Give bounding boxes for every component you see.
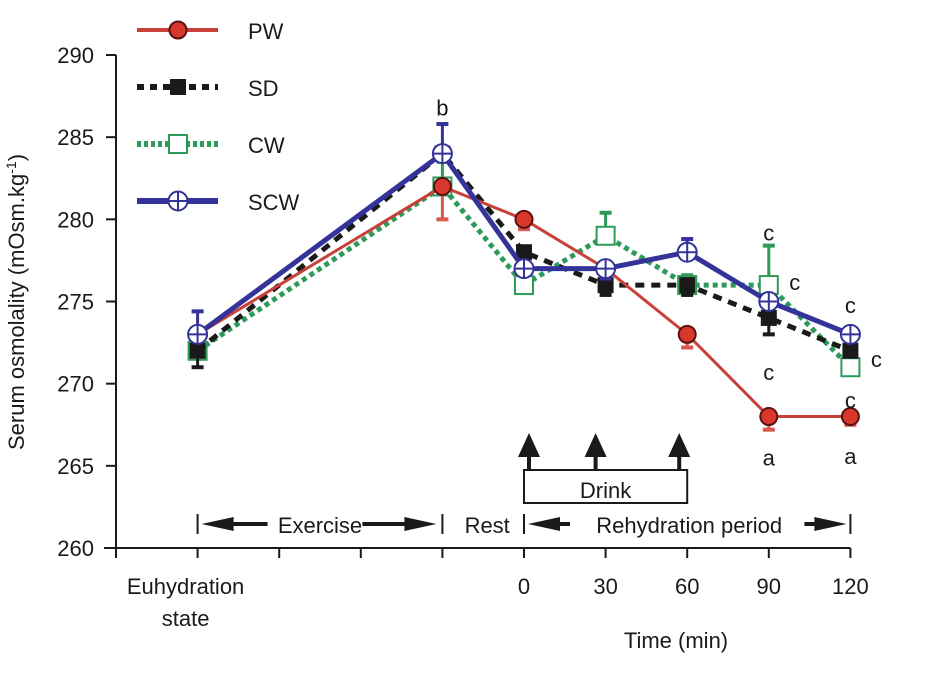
legend-item-cw: CW <box>137 133 285 158</box>
series-pw <box>188 176 860 432</box>
y-tick-label: 265 <box>57 454 94 479</box>
y-axis-title-sup: -1 <box>3 161 19 174</box>
significance-letter: c <box>871 347 882 372</box>
legend: PW SD CW SCW <box>137 19 300 215</box>
y-axis-title: Serum osmolality (mOsm.kg-1) <box>3 154 29 450</box>
marker-pw <box>840 407 860 427</box>
significance-letter: c <box>763 360 774 385</box>
y-tick-label: 290 <box>57 43 94 68</box>
phase-label-rehydration: Rehydration period <box>596 513 782 538</box>
drink-arrow-head <box>518 433 540 457</box>
legend-label-sd: SD <box>248 76 279 101</box>
y-axis-title-close: ) <box>4 154 29 161</box>
series-line-scw <box>196 151 852 337</box>
marker-sd <box>170 79 186 95</box>
marker-sd <box>189 342 206 359</box>
marker-pw <box>514 209 534 229</box>
y-tick-label: 285 <box>57 125 94 150</box>
y-tick-label: 260 <box>57 536 94 561</box>
x-tick-label: 30 <box>593 574 617 599</box>
significance-letter: c <box>763 220 774 245</box>
rehydration-arrow-right <box>814 517 847 531</box>
x-axis-title: Time (min) <box>624 628 728 653</box>
marker-sd <box>516 244 532 261</box>
marker-cw <box>595 225 616 246</box>
drink-box <box>523 469 689 504</box>
legend-label-scw: SCW <box>248 190 300 215</box>
significance-letter: c <box>845 388 856 413</box>
x-tick-label: 60 <box>675 574 699 599</box>
significance-letter: b <box>436 96 448 121</box>
drink-label: Drink <box>580 478 632 503</box>
marker-pw <box>759 407 779 427</box>
marker-pw <box>677 324 697 344</box>
legend-item-sd: SD <box>137 76 279 101</box>
y-tick-label: 270 <box>57 372 94 397</box>
phase-annotations: Exercise Rest Rehydration period Drink <box>196 433 852 538</box>
axes: 260 265 270 275 280 285 290 0 30 60 90 120 Euhydrati… <box>57 43 868 631</box>
legend-label-pw: PW <box>248 19 284 44</box>
rehydration-arrow-left <box>528 517 560 531</box>
phase-label-exercise: Exercise <box>278 513 362 538</box>
marker-pw <box>432 176 452 196</box>
significance-letter: c <box>789 270 800 295</box>
x-tick-label: 120 <box>832 574 869 599</box>
y-tick-label: 275 <box>57 290 94 315</box>
significance-letter: c <box>845 293 856 318</box>
marker-cw <box>168 134 188 154</box>
marker-sd <box>760 309 777 326</box>
series-layer <box>187 122 861 432</box>
significance-letter: a <box>763 446 776 471</box>
x-tick-label-euhydration: state <box>162 606 210 631</box>
x-tick-label-euhydration: Euhydration <box>127 574 244 599</box>
marker-sd <box>842 342 859 359</box>
x-tick-label: 90 <box>757 574 781 599</box>
exercise-arrow-right <box>404 517 437 531</box>
x-tick-label: 0 <box>518 574 530 599</box>
series-sd <box>189 145 859 370</box>
exercise-arrow-left <box>201 517 234 531</box>
series-scw <box>187 122 861 345</box>
drink-arrow-head <box>584 433 607 457</box>
y-axis-title-main: Serum osmolality (mOsm.kg <box>4 174 29 450</box>
legend-label-cw: CW <box>248 133 285 158</box>
legend-item-pw: PW <box>137 19 284 44</box>
phase-label-rest: Rest <box>465 513 510 538</box>
significance-letter: a <box>844 444 857 469</box>
y-tick-label: 280 <box>57 207 94 232</box>
legend-item-scw: SCW <box>137 190 300 215</box>
marker-sd <box>679 277 696 294</box>
drink-arrow-head <box>668 433 691 457</box>
marker-cw <box>840 357 861 378</box>
marker-pw <box>168 20 188 40</box>
marker-sd <box>597 277 614 294</box>
